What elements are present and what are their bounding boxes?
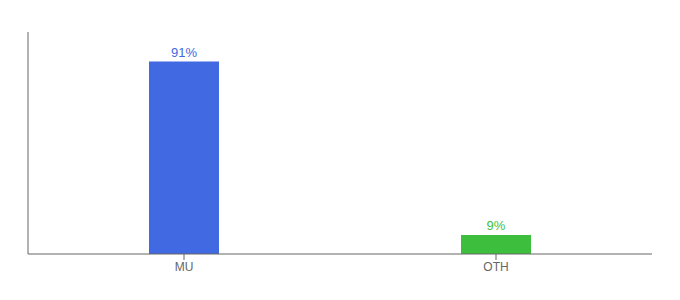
svg-text:OTH: OTH xyxy=(483,260,508,274)
svg-text:91%: 91% xyxy=(171,45,197,60)
svg-text:MU: MU xyxy=(175,260,194,274)
svg-text:9%: 9% xyxy=(487,218,506,233)
